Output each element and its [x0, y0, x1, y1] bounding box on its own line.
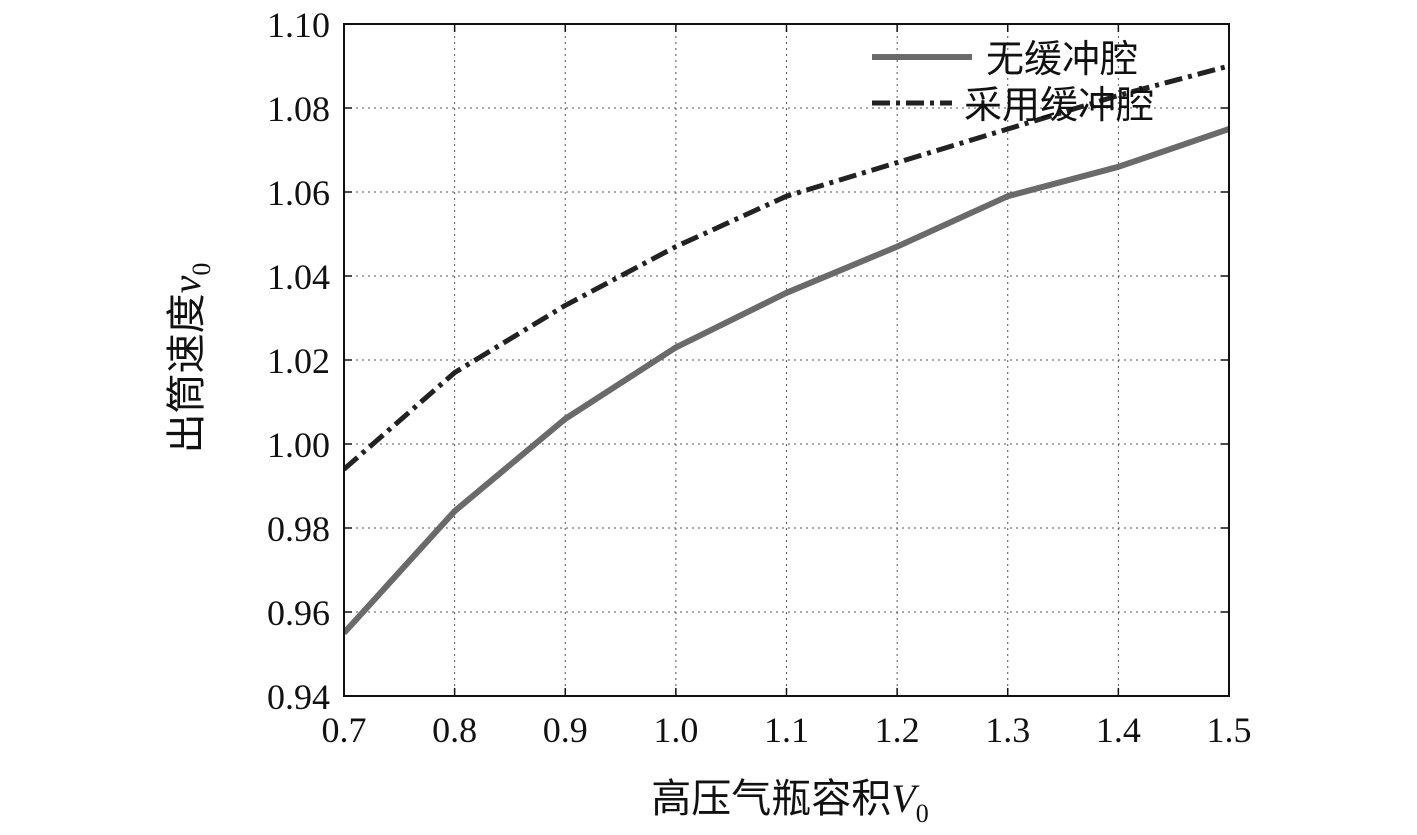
- x-axis-title: 高压气瓶容积V0: [651, 776, 928, 828]
- x-tick-label: 1.0: [653, 710, 698, 750]
- y-tick-label: 1.00: [267, 425, 330, 465]
- x-tick-label: 1.1: [764, 710, 809, 750]
- series-group: [344, 63, 1229, 636]
- x-tick-label: 1.3: [985, 710, 1030, 750]
- y-tick-label: 0.98: [267, 509, 330, 549]
- series-line-1: [344, 63, 1229, 472]
- x-tick-label: 1.4: [1096, 710, 1141, 750]
- y-tick-label: 1.06: [267, 173, 330, 213]
- legend-label-series-1: 采用缓冲腔: [964, 83, 1154, 127]
- x-tick-label: 1.2: [875, 710, 920, 750]
- y-tick-label: 1.04: [267, 257, 330, 297]
- y-tick-label: 1.02: [267, 341, 330, 381]
- x-tick-label: 0.9: [543, 710, 588, 750]
- y-axis-title: 出筒速度v0: [164, 263, 216, 454]
- y-tick-label: 0.96: [267, 593, 330, 633]
- x-tick-label: 1.5: [1207, 710, 1252, 750]
- ticks: [343, 23, 1230, 697]
- y-tick-label: 0.94: [267, 677, 330, 717]
- x-tick-label: 0.7: [322, 710, 367, 750]
- x-tick-label: 0.8: [432, 710, 477, 750]
- y-tick-labels: 0.94 0.96 0.98 1.00 1.02 1.04 1.06 1.08 1.10: [267, 5, 330, 717]
- series-line-0: [344, 126, 1229, 636]
- x-tick-labels: 0.7 0.8 0.9 1.0 1.1 1.2 1.3 1.4 1.5: [322, 710, 1252, 750]
- y-tick-label: 1.08: [267, 89, 330, 129]
- legend-label-series-0: 无缓冲腔: [986, 37, 1138, 81]
- grid: [344, 24, 1229, 696]
- legend: 无缓冲腔 采用缓冲腔: [872, 37, 1154, 127]
- y-tick-label: 1.10: [267, 5, 330, 45]
